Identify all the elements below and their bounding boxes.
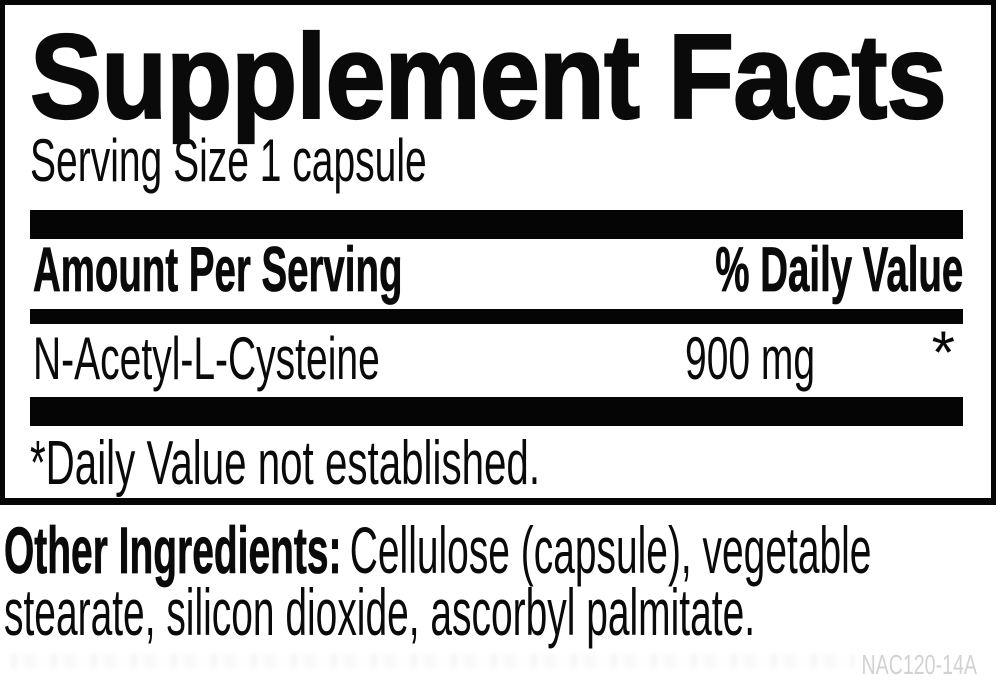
amount-per-serving-text: Amount Per Serving — [33, 235, 403, 305]
serving-size-text: Serving Size 1 capsule — [30, 127, 427, 194]
nutrient-amount-text: 900 mg — [685, 325, 816, 392]
other-ingredients-line-1: Other Ingredients: Cellulose (capsule), v… — [4, 517, 872, 584]
product-code: NAC120-14A — [812, 651, 977, 679]
thick-divider-bar-top — [30, 210, 963, 239]
print-scan-artifact — [10, 654, 855, 668]
panel-title: Supplement Facts — [29, 10, 948, 144]
other-ingredients-paragraph: Other Ingredients: Cellulose (capsule), v… — [4, 517, 1000, 649]
supplement-facts-panel: Supplement Facts Serving Size 1 capsule … — [0, 0, 996, 505]
other-ingredients-label: Other Ingredients: — [4, 513, 342, 587]
daily-value-asterisk: * — [931, 319, 955, 386]
product-code-text: NAC120-14A — [861, 649, 977, 680]
nutrient-row-daily-value: * — [932, 323, 955, 383]
footnote-text: *Daily Value not established. — [30, 429, 541, 498]
other-ingredients-line-2: stearate, silicon dioxide, ascorbyl palm… — [4, 575, 756, 649]
medium-divider-bar — [30, 309, 963, 324]
amount-per-serving-header: Amount Per Serving — [33, 235, 639, 305]
nutrient-name-text: N-Acetyl-L-Cysteine — [33, 325, 380, 392]
footnote-line: *Daily Value not established. — [30, 433, 815, 495]
daily-value-text: % Daily Value — [715, 235, 963, 305]
nutrient-row-name: N-Acetyl-L-Cysteine — [33, 329, 566, 389]
nutrient-row-amount: 900 mg — [685, 329, 885, 389]
daily-value-header: % Daily Value — [557, 235, 963, 305]
thick-divider-bar-bottom — [30, 397, 963, 426]
serving-size-line: Serving Size 1 capsule — [30, 131, 640, 191]
other-ingredients-line1-text: Cellulose (capsule), vegetable — [349, 513, 872, 587]
